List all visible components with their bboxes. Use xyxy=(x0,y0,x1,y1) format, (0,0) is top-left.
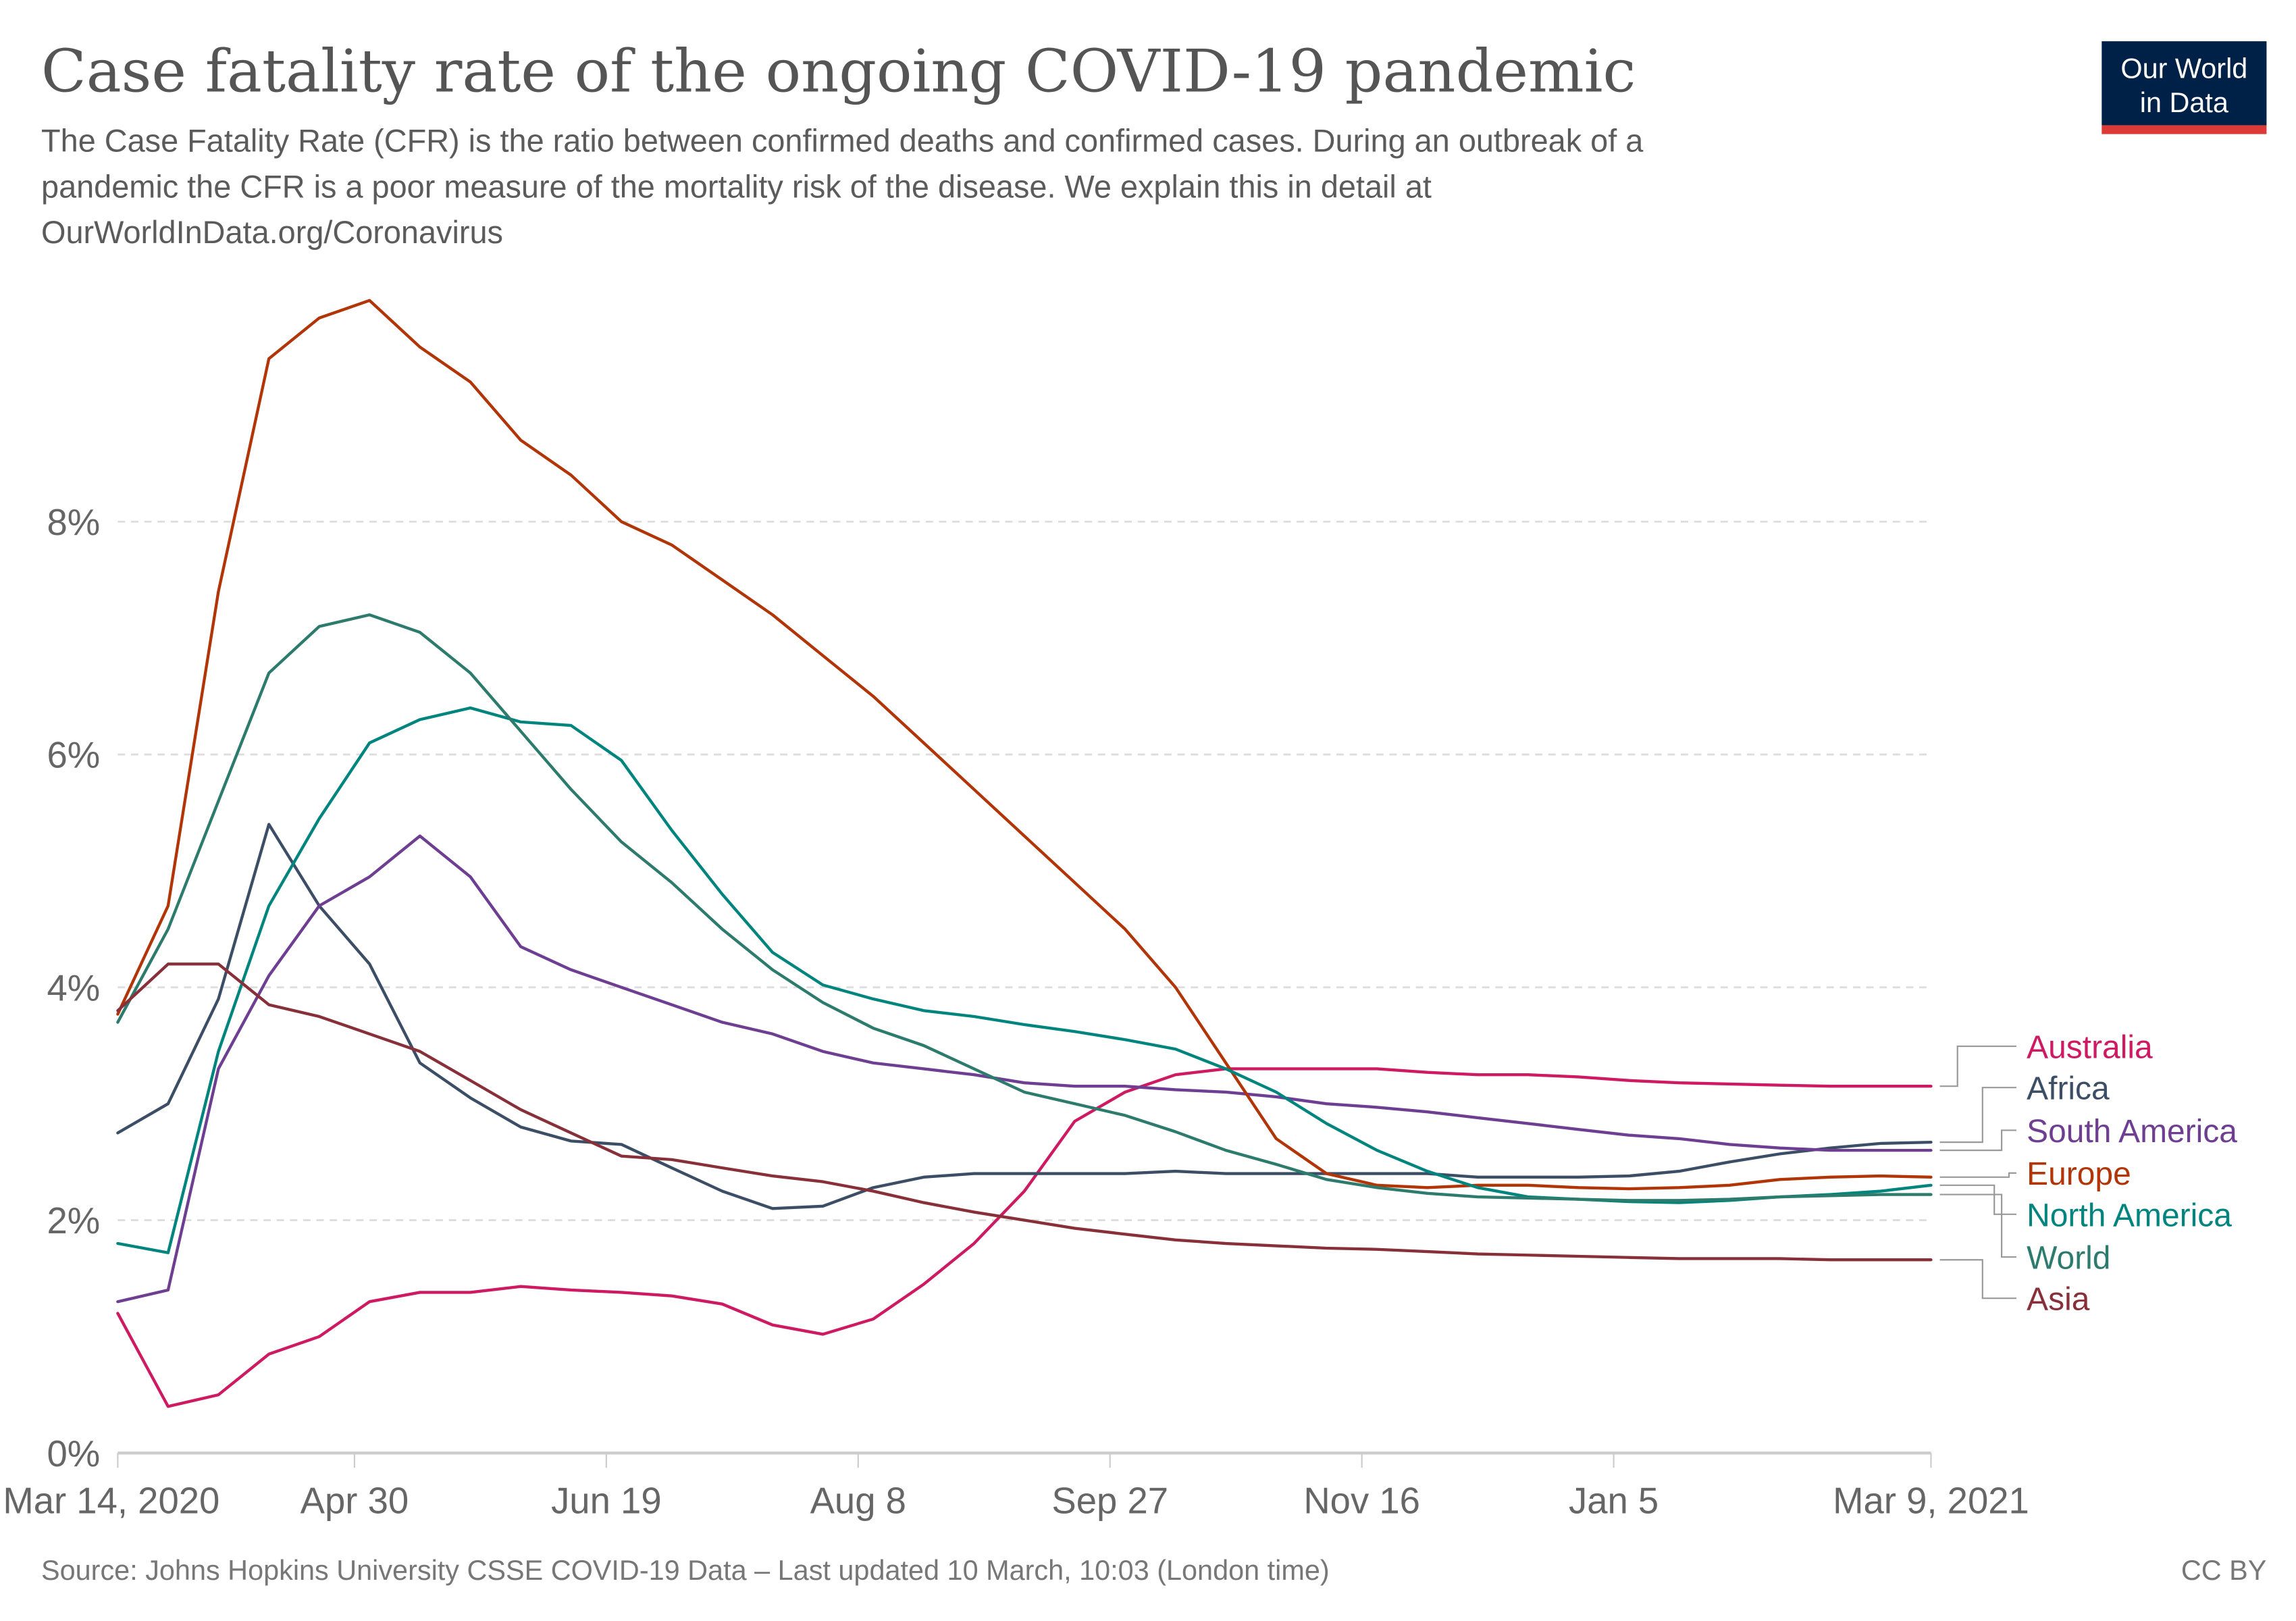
x-tick-label: Mar 9, 2021 xyxy=(1833,1481,2029,1522)
legend-connector xyxy=(1939,1184,2016,1215)
subtitle-line-2: pandemic the CFR is a poor measure of th… xyxy=(41,169,1432,204)
series-lines xyxy=(116,299,1933,1408)
source-note[interactable]: Source: Johns Hopkins University CSSE CO… xyxy=(41,1554,1330,1586)
logo-red-bar xyxy=(2102,125,2267,134)
legend-connector xyxy=(1939,1172,2016,1178)
legend-connector xyxy=(1939,1087,2016,1143)
x-tick-label: Aug 8 xyxy=(810,1481,906,1522)
legend-label-world[interactable]: World xyxy=(2027,1241,2110,1277)
series-line-north-america[interactable] xyxy=(116,706,1933,1254)
legend-label-asia[interactable]: Asia xyxy=(2027,1282,2090,1318)
series-line-australia[interactable] xyxy=(116,1067,1933,1408)
y-tick-label: 0% xyxy=(47,1433,100,1474)
chart-title: Case fatality rate of the ongoing COVID-… xyxy=(41,36,1636,105)
legend-connector xyxy=(1939,1193,2016,1258)
series-line-africa[interactable] xyxy=(116,823,1933,1210)
legend-label-south-america[interactable]: South America xyxy=(2027,1114,2237,1150)
logo-text-2: in Data xyxy=(2140,86,2229,118)
legend-label-europe[interactable]: Europe xyxy=(2027,1156,2131,1192)
x-tick-label: Jun 19 xyxy=(551,1481,662,1522)
y-tick-label: 4% xyxy=(47,967,100,1008)
legend-label-africa[interactable]: Africa xyxy=(2027,1071,2110,1107)
series-line-europe[interactable] xyxy=(116,299,1933,1191)
owid-logo[interactable]: Our World in Data xyxy=(2102,41,2267,134)
x-tick-label: Mar 14, 2020 xyxy=(3,1481,219,1522)
legend-label-australia[interactable]: Australia xyxy=(2027,1030,2153,1066)
x-tick-label: Jan 5 xyxy=(1569,1481,1659,1522)
logo-text-1: Our World xyxy=(2120,53,2247,84)
x-tick-label: Nov 16 xyxy=(1303,1481,1420,1522)
subtitle-line-3[interactable]: OurWorldInData.org/Coronavirus xyxy=(41,215,503,250)
subtitle-line-1: The Case Fatality Rate (CFR) is the rati… xyxy=(41,124,1644,159)
y-axis: 0% 2% 4% 6% 8% xyxy=(47,502,100,1474)
legend-connector xyxy=(1939,1129,2016,1152)
legend: Australia Africa South America Europe North … xyxy=(1939,1030,2237,1318)
license-link[interactable]: CC BY xyxy=(2181,1554,2267,1586)
series-line-world[interactable] xyxy=(116,613,1933,1202)
x-tick-label: Sep 27 xyxy=(1051,1481,1168,1522)
legend-label-north-america[interactable]: North America xyxy=(2027,1198,2232,1233)
y-tick-label: 8% xyxy=(47,502,100,543)
gridlines xyxy=(118,520,1931,1221)
y-tick-label: 6% xyxy=(47,735,100,776)
logo-background xyxy=(2102,41,2267,126)
y-tick-label: 2% xyxy=(47,1200,100,1241)
x-axis: Mar 14, 2020 Apr 30 Jun 19 Aug 8 Sep 27 Nov 1… xyxy=(3,1451,2029,1522)
legend-connector xyxy=(1939,1045,2016,1087)
legend-connector xyxy=(1939,1259,2016,1300)
x-tick-label: Apr 30 xyxy=(301,1481,409,1522)
series-line-south-america[interactable] xyxy=(116,834,1933,1304)
series-line-asia[interactable] xyxy=(116,962,1933,1262)
